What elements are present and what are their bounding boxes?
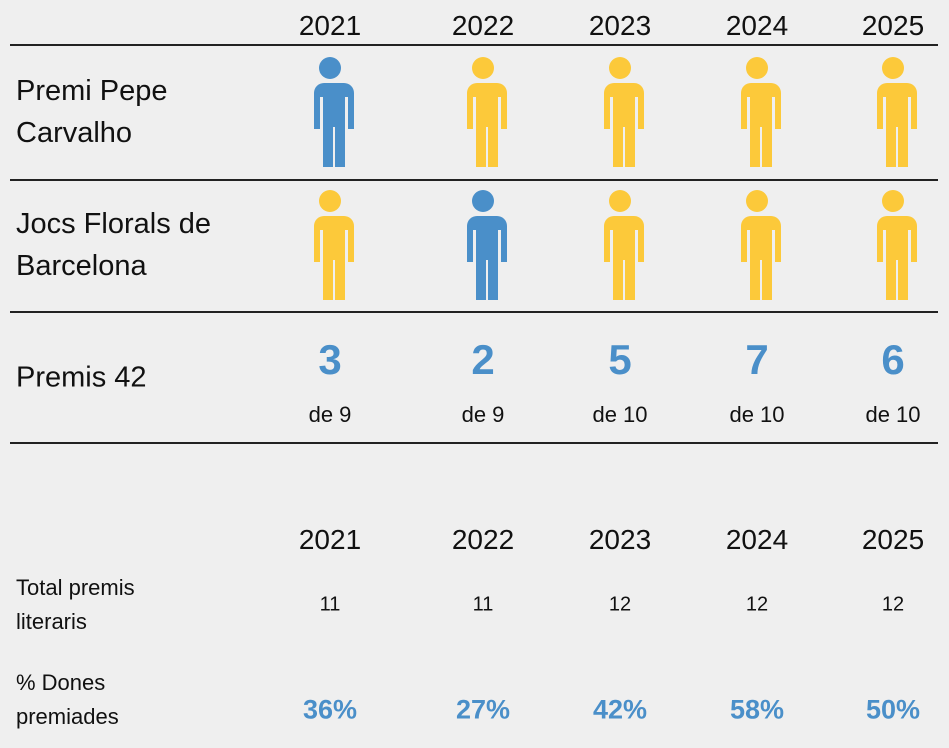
summary-value: 50%	[865, 694, 921, 725]
year-header: 2021	[298, 10, 362, 41]
award-name: Jocs Florals de Barcelona	[16, 208, 212, 282]
person-part	[882, 57, 904, 79]
person-icon	[467, 57, 507, 167]
count-total: de 10	[729, 402, 785, 427]
count: 2	[471, 336, 495, 383]
year-header: 2022	[451, 524, 515, 555]
year-header: 2022	[451, 10, 515, 41]
divider	[10, 179, 938, 181]
summary-value: 12	[881, 593, 905, 616]
person-icon	[877, 190, 917, 300]
count-total: de 10	[592, 402, 648, 427]
person-part	[604, 216, 644, 300]
person-icon	[467, 190, 507, 300]
summary-label: Total premis literaris	[16, 575, 135, 634]
person-part	[467, 216, 507, 300]
person-icon	[604, 57, 644, 167]
count-total: de 10	[865, 402, 921, 427]
count-total: de 9	[308, 402, 352, 427]
person-part	[604, 83, 644, 167]
award-name: Premi Pepe Carvalho	[16, 75, 168, 149]
count-total: de 9	[461, 402, 505, 427]
person-part	[467, 83, 507, 167]
year-header: 2024	[725, 524, 789, 555]
summary-value: 36%	[302, 694, 358, 725]
person-part	[609, 57, 631, 79]
year-header: 2023	[588, 10, 652, 41]
year-header: 2023	[588, 524, 652, 555]
person-icon	[314, 190, 354, 300]
count: 7	[745, 336, 769, 383]
year-header: 2025	[861, 524, 925, 555]
person-icon	[314, 57, 354, 167]
person-part	[882, 190, 904, 212]
summary-value: 11	[472, 593, 494, 616]
divider	[10, 311, 938, 313]
divider	[10, 442, 938, 444]
person-part	[319, 190, 341, 212]
person-icon	[877, 57, 917, 167]
person-part	[314, 216, 354, 300]
divider	[10, 44, 938, 46]
year-header: 2024	[725, 10, 789, 41]
summary-label: % Dones premiades	[16, 670, 119, 729]
person-part	[741, 83, 781, 167]
summary-value: 11	[319, 593, 341, 616]
summary-value: 58%	[729, 694, 785, 725]
person-part	[609, 190, 631, 212]
person-icon	[741, 190, 781, 300]
award-name: Premis 42	[16, 361, 147, 394]
person-part	[877, 216, 917, 300]
person-part	[314, 83, 354, 167]
summary-value: 12	[745, 593, 769, 616]
person-icon	[741, 57, 781, 167]
person-part	[877, 83, 917, 167]
count: 3	[318, 336, 342, 383]
person-part	[472, 57, 494, 79]
summary-value: 12	[608, 593, 632, 616]
person-part	[746, 57, 768, 79]
year-header: 2021	[298, 524, 362, 555]
person-part	[472, 190, 494, 212]
year-header: 2025	[861, 10, 925, 41]
person-icon	[604, 190, 644, 300]
summary-value: 42%	[592, 694, 648, 725]
count: 6	[881, 336, 905, 383]
person-part	[741, 216, 781, 300]
person-part	[746, 190, 768, 212]
person-part	[319, 57, 341, 79]
count: 5	[608, 336, 632, 383]
summary-value: 27%	[455, 694, 511, 725]
